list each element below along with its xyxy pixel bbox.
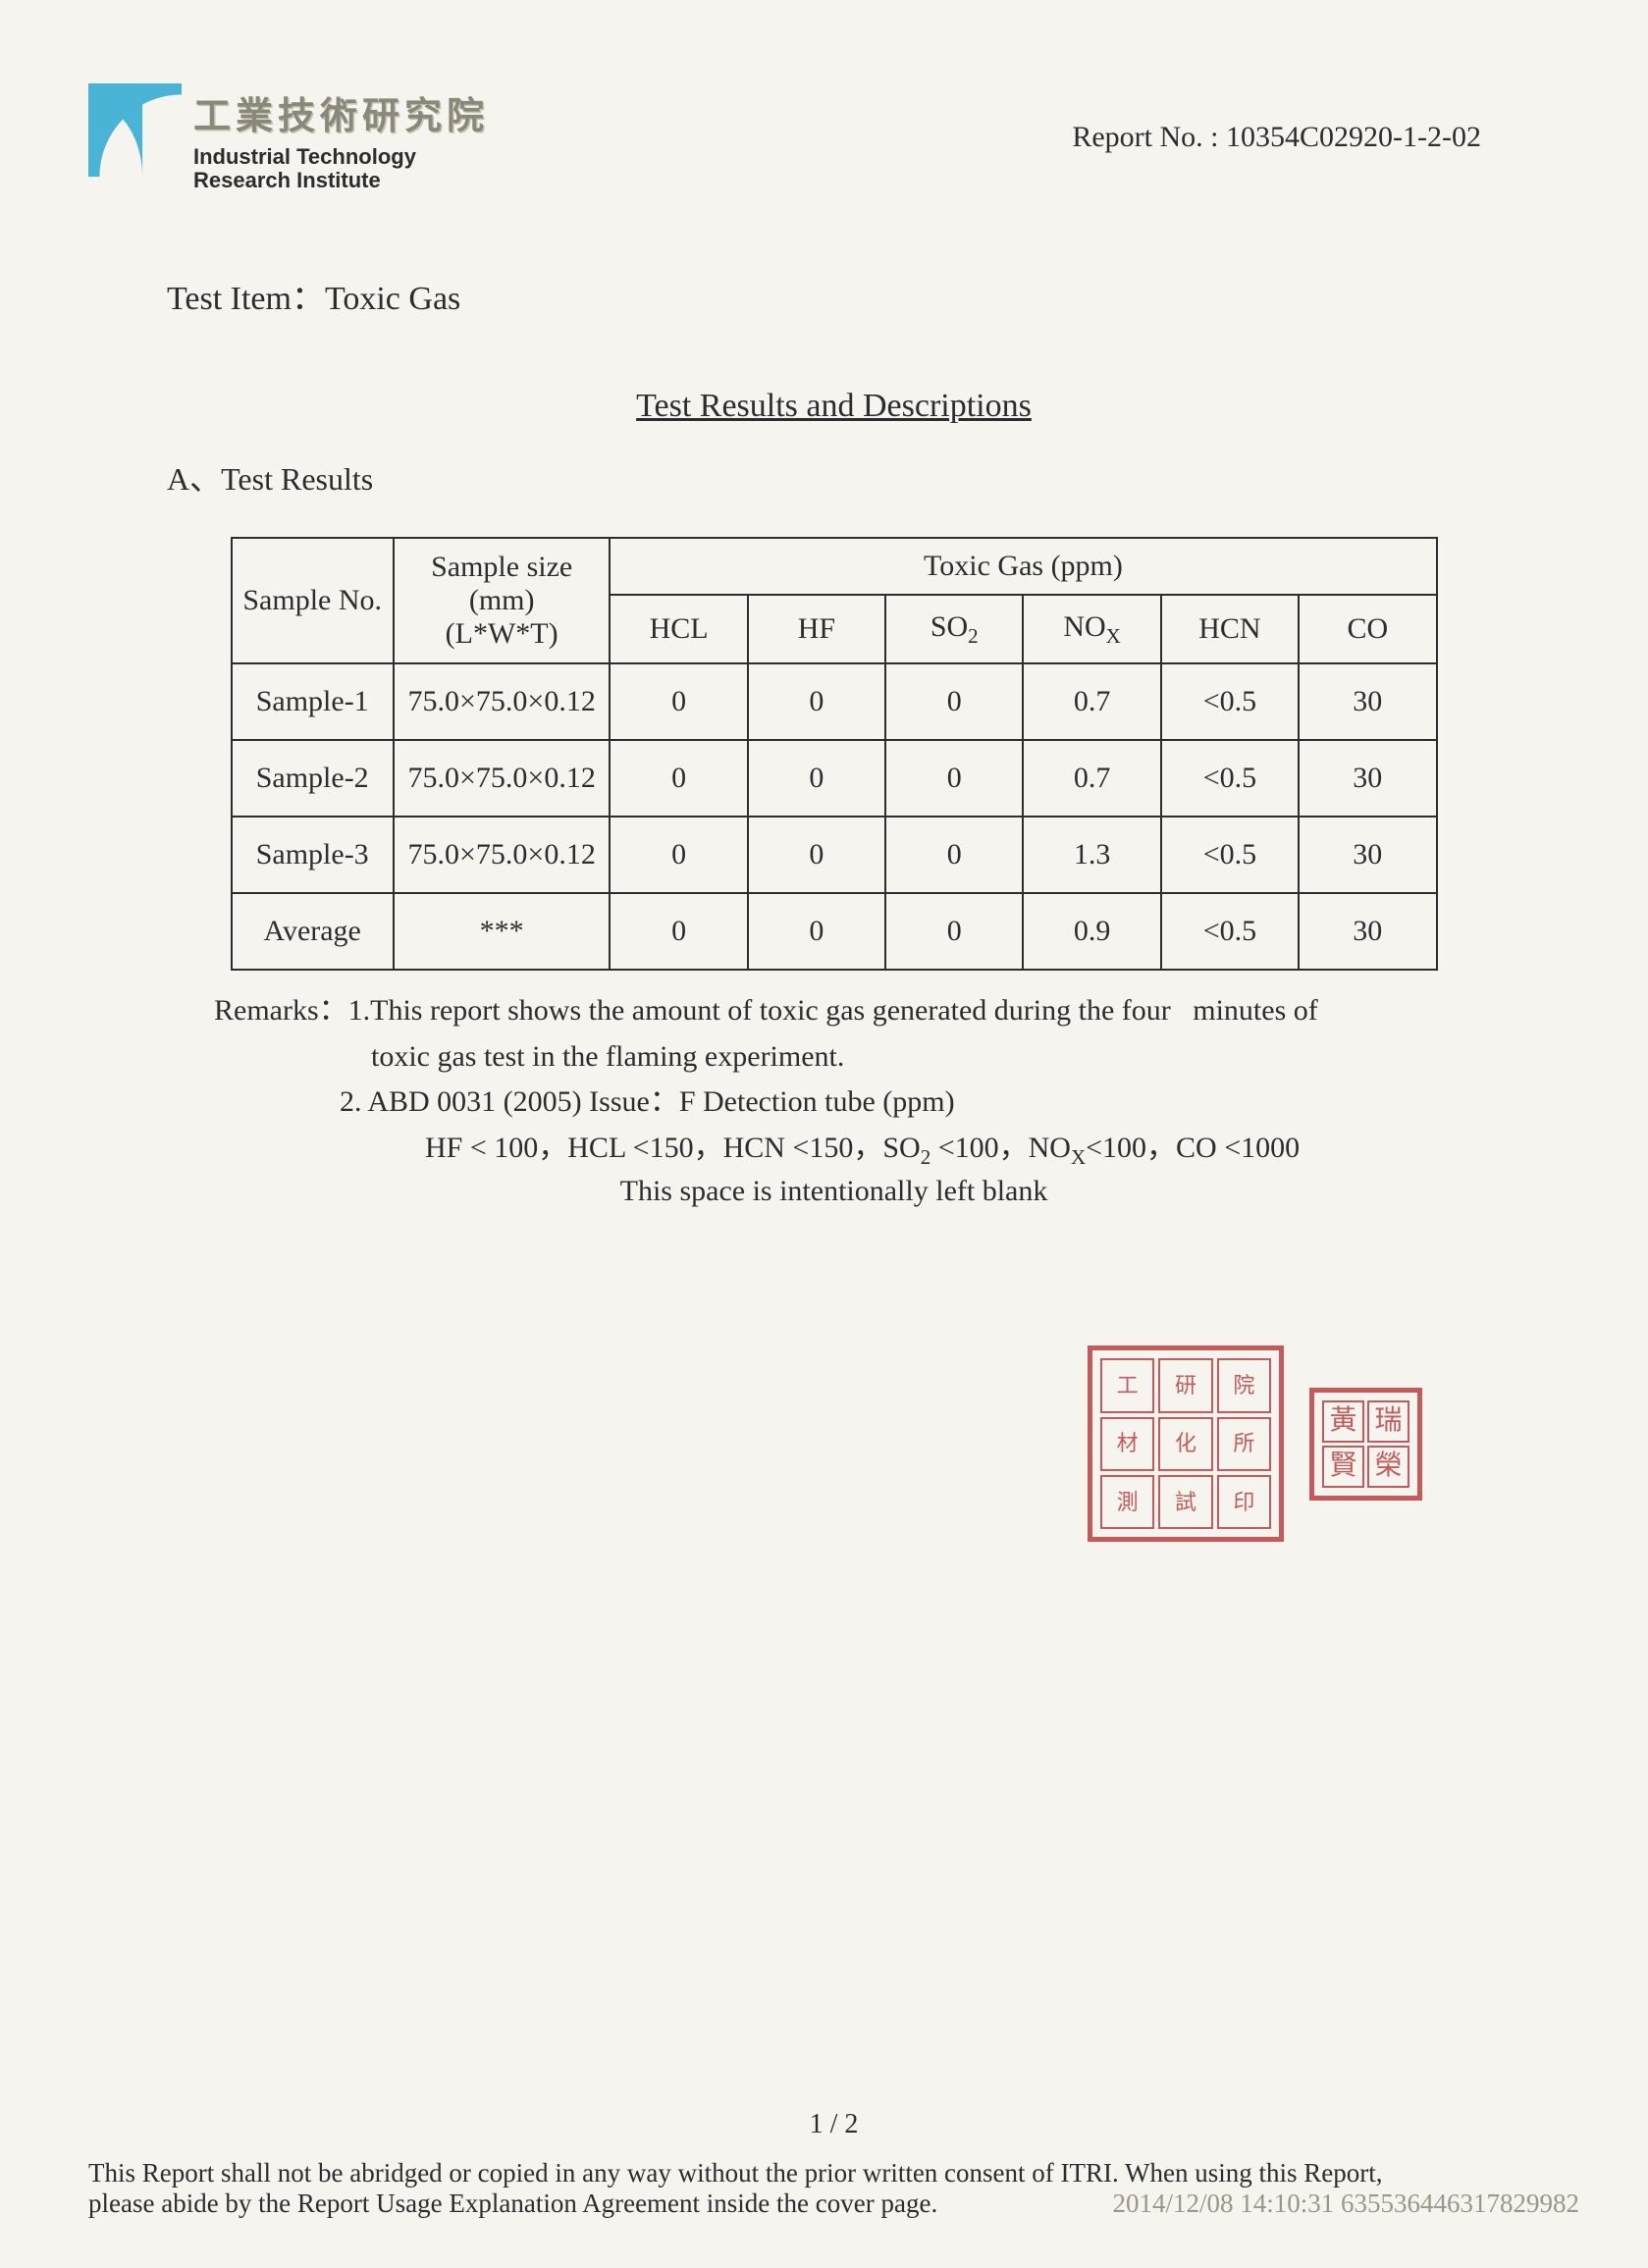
col-gas-hcl: HCL <box>610 595 747 663</box>
col-gas-no: NOX <box>1023 595 1160 663</box>
remark-2b: HF < 100，HCL <150，HCN <150，SO2 <100，NOX<… <box>214 1126 1481 1174</box>
logo-text-english: Industrial Technology Research Institute <box>193 145 489 192</box>
remarks-block: Remarks：1.This report shows the amount o… <box>214 988 1481 1173</box>
col-sample-size: Sample size (mm) (L*W*T) <box>394 538 611 663</box>
col-gas-co: CO <box>1299 595 1436 663</box>
report-header: 工業技術研究院 Industrial Technology Research I… <box>88 83 1579 192</box>
results-table: Sample No. Sample size (mm) (L*W*T) Toxi… <box>231 537 1438 971</box>
col-gas-hcn: HCN <box>1161 595 1299 663</box>
page-number: 1 / 2 <box>88 2109 1579 2140</box>
logo-text-chinese: 工業技術研究院 <box>193 85 489 139</box>
itri-logo-icon <box>88 83 182 177</box>
remark-1b: toxic gas test in the flaming experiment… <box>214 1034 1481 1081</box>
report-number: Report No. : 10354C02920-1-2-02 <box>1072 121 1481 154</box>
official-seal-large: 工研院 材化所 測試印 <box>1088 1345 1284 1542</box>
logo-block: 工業技術研究院 Industrial Technology Research I… <box>88 83 489 192</box>
intentionally-blank-note: This space is intentionally left blank <box>167 1175 1501 1208</box>
report-body: Test Item：Toxic Gas Test Results and Des… <box>88 271 1579 1542</box>
table-row: Average***0000.9<0.530 <box>232 893 1437 970</box>
footer-line-2: please abide by the Report Usage Explana… <box>88 2189 937 2219</box>
test-item: Test Item：Toxic Gas <box>167 271 1501 319</box>
table-row: Sample-175.0×75.0×0.120000.7<0.530 <box>232 663 1437 740</box>
table-row: Sample-275.0×75.0×0.120000.7<0.530 <box>232 740 1437 817</box>
personal-seal-small: 黃瑞賢榮 <box>1309 1388 1422 1501</box>
remark-2a: 2. ABD 0031 (2005) Issue：F Detection tub… <box>214 1080 1481 1126</box>
subsection-a-label: A、Test Results <box>167 454 1501 500</box>
col-sample-no: Sample No. <box>232 538 394 663</box>
table-row: Sample-375.0×75.0×0.120001.3<0.530 <box>232 817 1437 893</box>
remarks-label: Remarks： <box>214 994 348 1027</box>
col-gas-hf: HF <box>748 595 885 663</box>
remark-1a: 1.This report shows the amount of toxic … <box>348 994 1318 1027</box>
section-title: Test Results and Descriptions <box>167 388 1501 425</box>
stamps-area: 工研院 材化所 測試印 黃瑞賢榮 <box>167 1345 1422 1542</box>
col-group-toxic-gas: Toxic Gas (ppm) <box>610 538 1436 595</box>
footer-timestamp: 2014/12/08 14:10:31 635536446317829982 <box>1112 2189 1579 2219</box>
col-gas-so: SO2 <box>885 595 1023 663</box>
footer-line-1: This Report shall not be abridged or cop… <box>88 2158 1579 2189</box>
report-footer: 1 / 2 This Report shall not be abridged … <box>88 2109 1579 2219</box>
